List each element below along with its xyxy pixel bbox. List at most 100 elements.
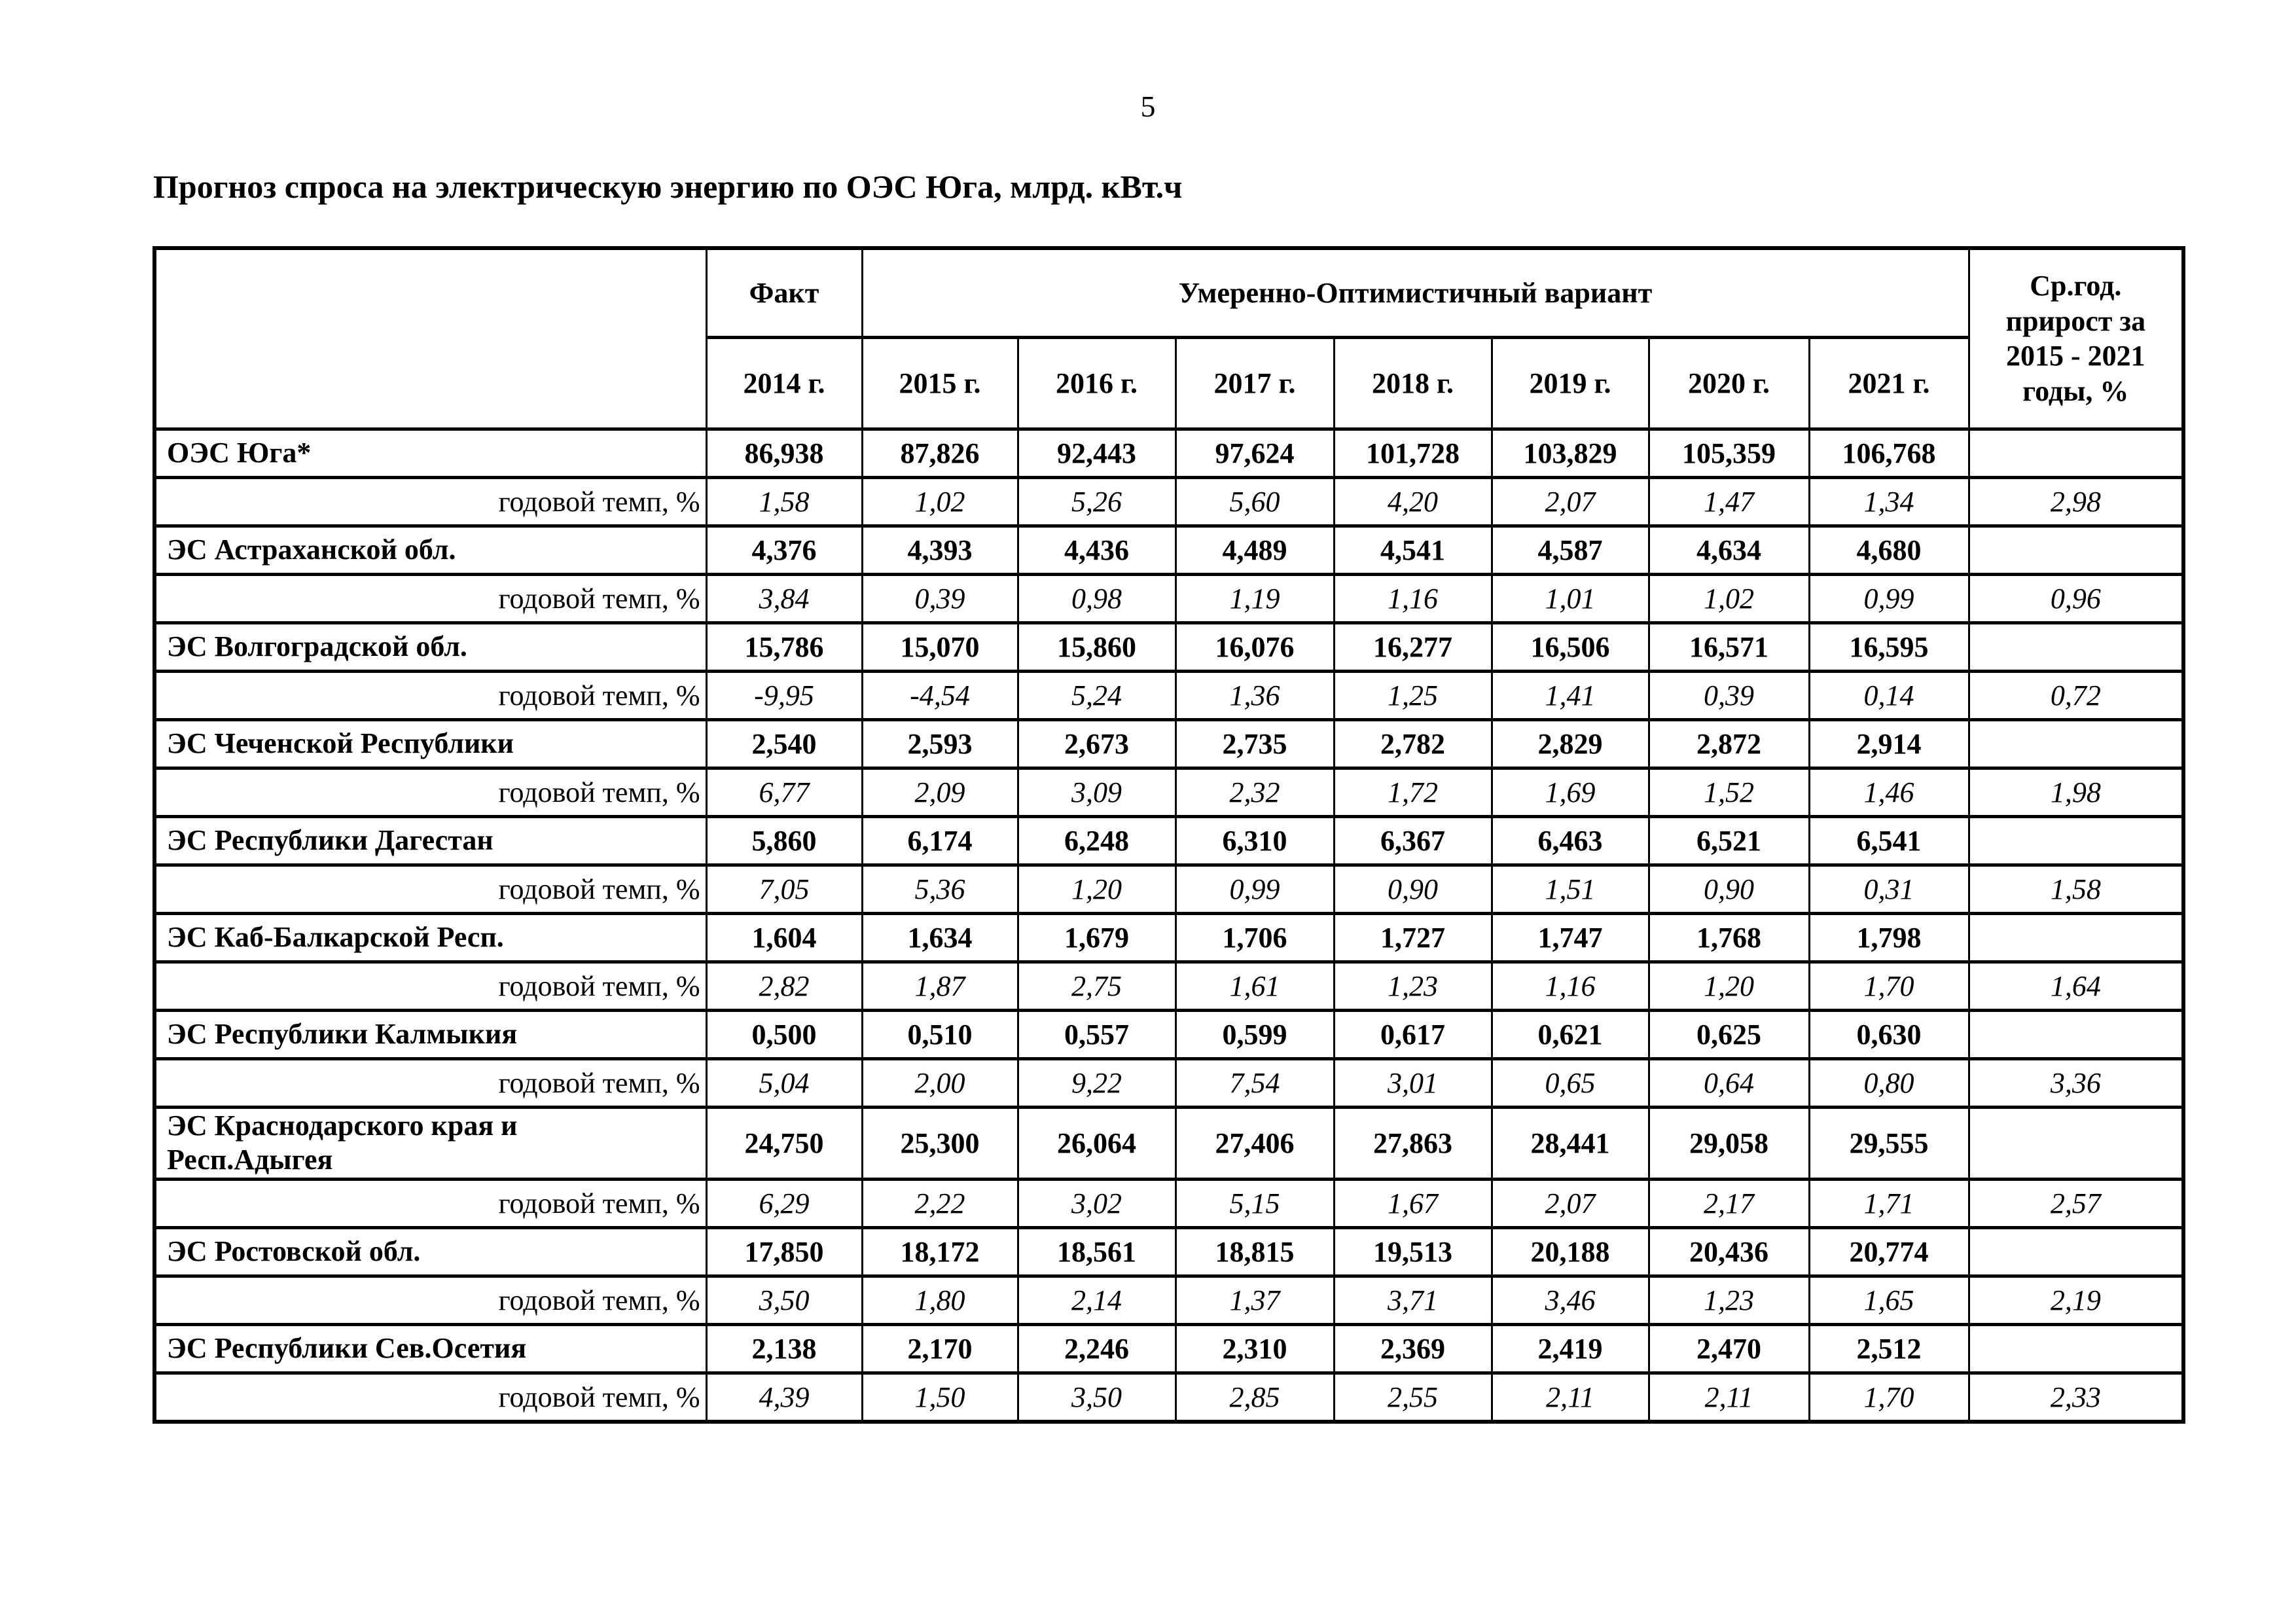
avg-growth-empty-cell <box>1967 911 2185 964</box>
growth-label-cell: годовой темп, % <box>153 1056 708 1109</box>
demand-value-cell: 4,587 <box>1490 524 1650 576</box>
demand-value-cell: 17,850 <box>705 1226 863 1278</box>
avg-growth-value-cell: 1,98 <box>1967 766 2185 818</box>
demand-value-cell: 97,624 <box>1174 427 1335 479</box>
demand-value-cell: 2,246 <box>1016 1323 1177 1375</box>
growth-value-cell: 0,65 <box>1490 1056 1650 1109</box>
region-row: ЭС Республики Калмыкия 0,500 0,510 0,557 0,5… <box>153 1008 2185 1060</box>
growth-value-cell: -4,54 <box>861 669 1019 721</box>
growth-value-cell: 1,01 <box>1490 572 1650 624</box>
demand-value-cell: 16,571 <box>1647 621 1810 673</box>
growth-value-cell: 0,39 <box>1647 669 1810 721</box>
demand-value-cell: 2,782 <box>1333 717 1493 770</box>
demand-value-cell: 4,634 <box>1647 524 1810 576</box>
growth-value-cell: 1,20 <box>1647 960 1810 1012</box>
demand-value-cell: 28,441 <box>1490 1105 1650 1182</box>
growth-value-cell: 0,98 <box>1016 572 1177 624</box>
region-row: ЭС Чеченской Республики 2,540 2,593 2,673 2,… <box>153 717 2185 770</box>
growth-value-cell: 5,04 <box>705 1056 863 1109</box>
growth-value-cell: 0,31 <box>1808 863 1970 915</box>
demand-value-cell: 16,506 <box>1490 621 1650 673</box>
growth-value-cell: 6,77 <box>705 766 863 818</box>
growth-label-cell: годовой темп, % <box>153 669 708 721</box>
growth-value-cell: 5,15 <box>1174 1178 1335 1230</box>
region-name-cell: ЭС Республики Калмыкия <box>153 1008 708 1060</box>
avg-growth-value-cell: 1,58 <box>1967 863 2185 915</box>
growth-value-cell: 3,01 <box>1333 1056 1493 1109</box>
growth-value-cell: 1,80 <box>861 1274 1019 1327</box>
growth-value-cell: 1,41 <box>1490 669 1650 721</box>
year-header: 2018 г. <box>1333 335 1493 431</box>
growth-value-cell: 0,99 <box>1174 863 1335 915</box>
growth-value-cell: 4,39 <box>705 1371 863 1424</box>
growth-value-cell: 0,14 <box>1808 669 1970 721</box>
demand-value-cell: 4,376 <box>705 524 863 576</box>
growth-value-cell: 2,32 <box>1174 766 1335 818</box>
growth-value-cell: 5,24 <box>1016 669 1177 721</box>
demand-value-cell: 6,248 <box>1016 814 1177 867</box>
demand-value-cell: 6,367 <box>1333 814 1493 867</box>
scenario-header: Умеренно-Оптимистичный вариант <box>861 246 1970 339</box>
growth-value-cell: 1,37 <box>1174 1274 1335 1327</box>
growth-row: годовой темп, % 5,04 2,00 9,22 7,54 3,01 0,65 0… <box>153 1056 2185 1109</box>
growth-value-cell: 1,16 <box>1333 572 1493 624</box>
growth-row: годовой темп, % 7,05 5,36 1,20 0,99 0,90 1,51 0… <box>153 863 2185 915</box>
forecast-table: Факт Умеренно-Оптимистичный вариант Ср.г… <box>152 246 2186 1424</box>
demand-value-cell: 6,541 <box>1808 814 1970 867</box>
growth-value-cell: 6,29 <box>705 1178 863 1230</box>
growth-label-cell: годовой темп, % <box>153 766 708 818</box>
avg-growth-empty-cell <box>1967 814 2185 867</box>
growth-row: годовой темп, % 1,58 1,02 5,26 5,60 4,20 2,07 1… <box>153 475 2185 528</box>
demand-value-cell: 2,138 <box>705 1323 863 1375</box>
growth-value-cell: 3,71 <box>1333 1274 1493 1327</box>
demand-value-cell: 1,747 <box>1490 911 1650 964</box>
region-row: ЭС Астраханской обл. 4,376 4,393 4,436 4,489… <box>153 524 2185 576</box>
growth-value-cell: 1,36 <box>1174 669 1335 721</box>
demand-value-cell: 1,634 <box>861 911 1019 964</box>
avg-growth-empty-cell <box>1967 1226 2185 1278</box>
growth-value-cell: 3,50 <box>705 1274 863 1327</box>
growth-value-cell: 1,51 <box>1490 863 1650 915</box>
demand-value-cell: 0,617 <box>1333 1008 1493 1060</box>
growth-value-cell: 2,07 <box>1490 475 1650 528</box>
demand-value-cell: 19,513 <box>1333 1226 1493 1278</box>
growth-value-cell: 1,46 <box>1808 766 1970 818</box>
avg-growth-value-cell: 0,96 <box>1967 572 2185 624</box>
growth-row: годовой темп, % 3,84 0,39 0,98 1,19 1,16 1,01 1… <box>153 572 2185 624</box>
growth-value-cell: 2,22 <box>861 1178 1019 1230</box>
demand-value-cell: 29,555 <box>1808 1105 1970 1182</box>
year-header: 2017 г. <box>1174 335 1335 431</box>
demand-value-cell: 2,470 <box>1647 1323 1810 1375</box>
growth-value-cell: 2,11 <box>1490 1371 1650 1424</box>
avg-growth-value-cell: 2,33 <box>1967 1371 2185 1424</box>
growth-value-cell: 3,50 <box>1016 1371 1177 1424</box>
growth-value-cell: 1,47 <box>1647 475 1810 528</box>
demand-value-cell: 15,786 <box>705 621 863 673</box>
avg-growth-header: Ср.год. прирост за 2015 - 2021 годы, % <box>1967 246 2185 431</box>
demand-value-cell: 6,174 <box>861 814 1019 867</box>
growth-value-cell: 1,61 <box>1174 960 1335 1012</box>
demand-value-cell: 16,595 <box>1808 621 1970 673</box>
demand-value-cell: 1,679 <box>1016 911 1177 964</box>
demand-value-cell: 2,419 <box>1490 1323 1650 1375</box>
growth-value-cell: 0,90 <box>1647 863 1810 915</box>
growth-value-cell: -9,95 <box>705 669 863 721</box>
avg-growth-value-cell: 1,64 <box>1967 960 2185 1012</box>
growth-value-cell: 1,20 <box>1016 863 1177 915</box>
growth-value-cell: 2,00 <box>861 1056 1019 1109</box>
demand-value-cell: 1,604 <box>705 911 863 964</box>
avg-growth-empty-cell <box>1967 1008 2185 1060</box>
page-number: 5 <box>1140 90 1156 123</box>
region-row: ЭС Республики Сев.Осетия 2,138 2,170 2,246 2… <box>153 1323 2185 1375</box>
avg-growth-value-cell: 2,19 <box>1967 1274 2185 1327</box>
growth-value-cell: 2,85 <box>1174 1371 1335 1424</box>
avg-growth-empty-cell <box>1967 1105 2185 1182</box>
year-header: 2020 г. <box>1647 335 1810 431</box>
region-name-cell: ЭС Каб-Балкарской Респ. <box>153 911 708 964</box>
demand-value-cell: 1,768 <box>1647 911 1810 964</box>
year-header: 2016 г. <box>1016 335 1177 431</box>
avg-growth-empty-cell <box>1967 427 2185 479</box>
growth-value-cell: 0,64 <box>1647 1056 1810 1109</box>
avg-growth-empty-cell <box>1967 621 2185 673</box>
